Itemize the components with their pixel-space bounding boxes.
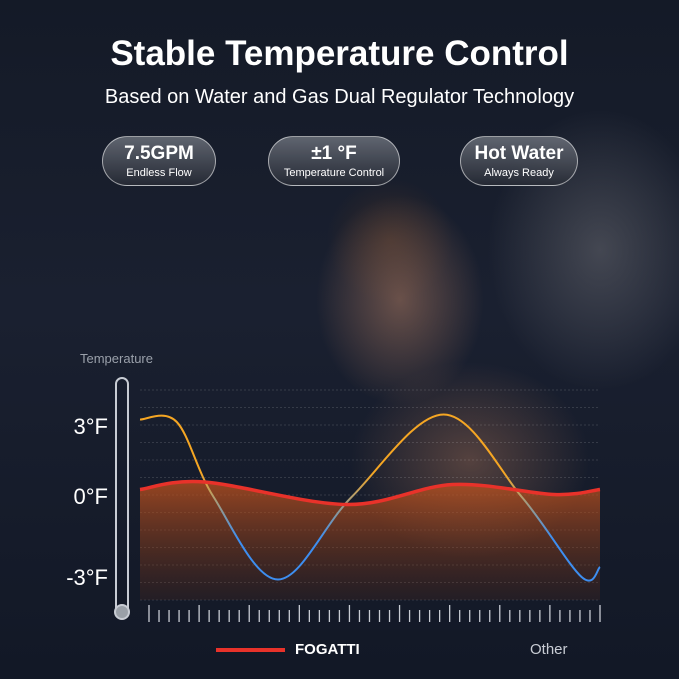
legend-label-fogatti: FOGATTI (295, 641, 360, 658)
page-subtitle: Based on Water and Gas Dual Regulator Te… (104, 86, 575, 108)
legend-label-other: Other (530, 641, 568, 658)
badge-value: ±1 °F (311, 143, 357, 164)
y-axis-label: Temperature (80, 351, 153, 366)
badge-label: Endless Flow (126, 167, 192, 179)
badge-label: Always Ready (484, 167, 554, 179)
badge-temperature: ±1 °F Temperature Control (268, 136, 400, 186)
series-line-other (139, 413, 601, 582)
badge-label: Temperature Control (283, 167, 385, 179)
y-tick-label: 0°F (73, 484, 108, 509)
badge-value: Hot Water (474, 143, 564, 164)
thermometer-bulb (114, 604, 130, 620)
y-tick-label: 3°F (73, 414, 108, 439)
page-title: Stable Temperature Control (110, 34, 569, 73)
badge-value: 7.5GPM (124, 143, 194, 164)
badge-hot-water: Hot Water Always Ready (460, 136, 578, 186)
y-tick-label: -3°F (66, 565, 108, 590)
fogatti-area (140, 481, 600, 600)
badge-flow: 7.5GPM Endless Flow (102, 136, 216, 186)
series-line-fogatti (139, 479, 601, 507)
thermometer-icon (115, 377, 129, 615)
